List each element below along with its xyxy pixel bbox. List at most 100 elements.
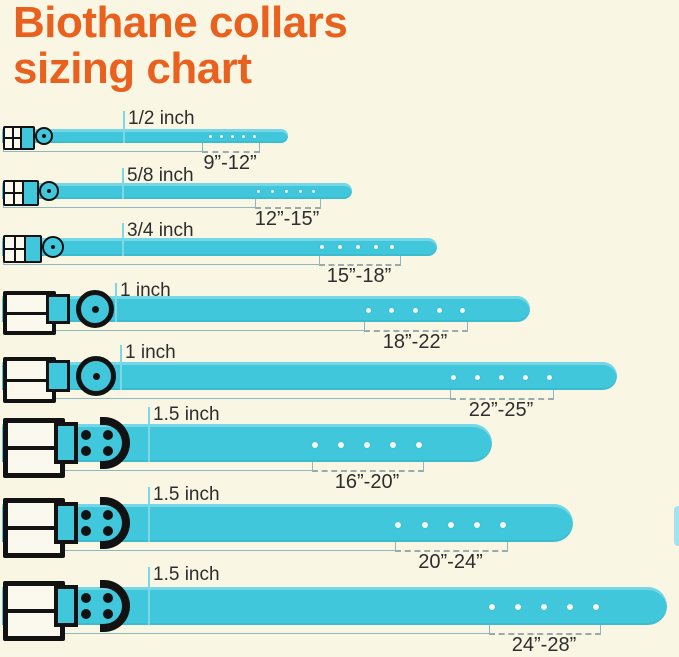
width-tick-line xyxy=(123,111,125,143)
buckle-slot xyxy=(14,194,22,204)
length-bracket xyxy=(3,462,313,471)
width-label: 1 inch xyxy=(120,280,171,301)
collar-strap xyxy=(2,362,617,390)
buckle-frame xyxy=(3,291,56,335)
collar-hole xyxy=(412,307,418,313)
width-label: 3/4 inch xyxy=(127,220,194,241)
buckle-slot xyxy=(5,182,13,192)
rivet-dot xyxy=(103,593,113,603)
buckle-slot xyxy=(13,139,20,148)
buckle-slot xyxy=(5,194,13,204)
collar-strap xyxy=(2,238,437,256)
collar-hole xyxy=(320,245,324,249)
ring-pin-dot xyxy=(51,245,55,249)
size-range-label: 16”-20” xyxy=(334,471,400,493)
collar-hole xyxy=(515,604,521,610)
size-range-bracket xyxy=(319,256,401,266)
width-tick-line xyxy=(115,283,117,322)
size-range-label: 9”-12” xyxy=(203,152,257,174)
buckle-slot xyxy=(5,139,12,148)
title-line-2: sizing chart xyxy=(13,44,252,94)
rivet-dot xyxy=(81,430,91,440)
collar-hole xyxy=(459,307,465,313)
width-tick-line xyxy=(120,345,122,390)
buckle-keeper-cell xyxy=(22,128,33,148)
buckle-frame xyxy=(3,180,39,206)
rivet-dot xyxy=(81,510,91,520)
buckle-ring xyxy=(76,290,114,328)
d-ring xyxy=(100,580,130,632)
rivet-dot xyxy=(103,510,113,520)
buckle-slot xyxy=(7,361,52,379)
collar-hole xyxy=(298,189,302,193)
buckle-slot xyxy=(14,182,22,192)
buckle-slot xyxy=(13,128,20,137)
d-ring xyxy=(100,497,130,549)
collar-hole xyxy=(256,189,260,193)
buckle-keeper xyxy=(46,294,70,324)
rivet-dot xyxy=(103,446,113,456)
buckle-slot xyxy=(8,423,60,446)
width-tick-line xyxy=(148,567,150,625)
buckle-slot xyxy=(8,613,60,636)
collar-hole xyxy=(208,134,212,138)
collar-hole xyxy=(474,374,480,380)
collar-hole xyxy=(593,604,599,610)
width-tick-line xyxy=(148,487,150,542)
collar-hole xyxy=(500,522,506,528)
size-range-bracket xyxy=(489,625,601,635)
collar-hole xyxy=(474,522,480,528)
buckle-frame xyxy=(3,357,56,403)
width-tick-line xyxy=(122,168,124,199)
collar-hole xyxy=(312,442,318,448)
rivet-dot xyxy=(81,526,91,536)
collar-hole xyxy=(489,604,495,610)
size-range-bracket xyxy=(450,390,554,400)
buckle-ring xyxy=(42,236,64,258)
buckle-slot xyxy=(15,237,24,248)
rivet-dot xyxy=(103,430,113,440)
collar-hole xyxy=(541,604,547,610)
collar-hole xyxy=(567,604,573,610)
d-ring xyxy=(100,417,130,469)
buckle-ring xyxy=(76,356,116,396)
width-label: 1 inch xyxy=(125,342,176,363)
buckle-frame xyxy=(3,235,42,263)
buckle-frame xyxy=(3,581,65,641)
width-label: 5/8 inch xyxy=(127,165,194,186)
size-range-label: 20”-24” xyxy=(418,551,483,573)
collar-hole xyxy=(284,189,288,193)
length-bracket xyxy=(3,390,451,399)
buckle-keeper xyxy=(54,502,78,544)
rivet-dot xyxy=(103,609,113,619)
buckle-slot xyxy=(8,503,60,526)
collar-strap xyxy=(2,183,352,199)
size-range-label: 18”-22” xyxy=(382,331,448,353)
collar-hole xyxy=(338,442,344,448)
rivet-dot xyxy=(81,593,91,603)
collar-hole xyxy=(311,189,315,193)
collar-strap xyxy=(2,296,530,322)
size-range-bracket xyxy=(395,542,508,552)
buckle-frame xyxy=(3,418,65,478)
collar-hole xyxy=(374,245,378,249)
collar-hole xyxy=(416,442,422,448)
collar-hole xyxy=(364,442,370,448)
buckle-slot xyxy=(8,450,60,473)
buckle-slot xyxy=(8,530,60,553)
rivet-dot xyxy=(103,526,113,536)
size-range-label: 12”-15” xyxy=(254,208,320,230)
collar-hole xyxy=(546,374,552,380)
buckle-slot xyxy=(7,295,52,312)
ring-pin-dot xyxy=(42,134,46,138)
buckle-slot xyxy=(5,250,14,261)
length-bracket xyxy=(3,256,320,265)
